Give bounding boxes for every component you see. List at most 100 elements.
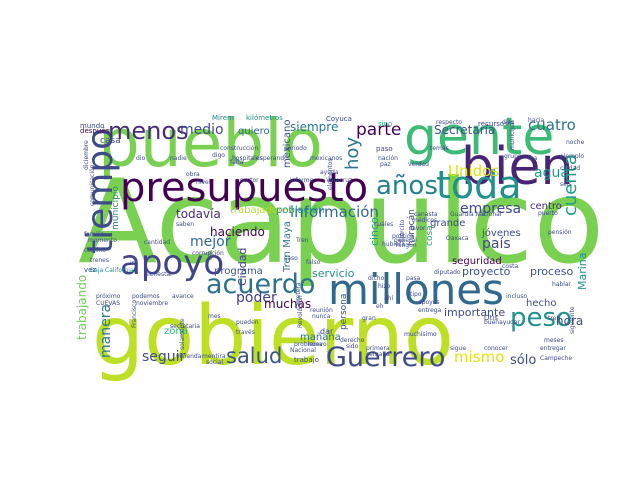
cloud-word: diciembre: [83, 140, 90, 170]
cloud-word: sector: [240, 177, 259, 184]
cloud-word: elementos: [327, 158, 334, 190]
cloud-word: importante: [444, 306, 505, 319]
cloud-word: ayuda: [320, 169, 339, 176]
cloud-word: hoy: [342, 137, 363, 170]
cloud-word: política: [392, 233, 414, 240]
cloud-word: avance: [172, 293, 194, 300]
cloud-word: social: [206, 359, 223, 366]
cloud-word: población: [276, 204, 324, 216]
cloud-word: eh: [376, 303, 384, 310]
cloud-word: dio: [136, 155, 145, 162]
cloud-word: paso: [376, 145, 393, 153]
word-cloud-background: [80, 112, 580, 367]
cloud-word: informe: [290, 177, 313, 184]
cloud-word: mentira: [202, 353, 226, 360]
cloud-word: obra: [186, 171, 200, 178]
cloud-word: muchas: [264, 297, 311, 311]
cloud-word: hizo: [378, 283, 391, 290]
cloud-word: haciendo: [210, 225, 265, 239]
cloud-word: noche: [566, 139, 585, 146]
cloud-word: pueblo: [98, 105, 323, 182]
cloud-word: incluso: [506, 293, 527, 300]
cloud-word: gobierno: [92, 289, 454, 384]
cloud-word: semana: [366, 351, 390, 358]
cloud-word: Baja California: [90, 267, 134, 274]
cloud-word: entrega: [418, 307, 442, 314]
cloud-word: digo: [212, 152, 225, 159]
cloud-word: hecho: [526, 298, 556, 309]
cloud-word: Marina: [576, 252, 589, 290]
cloud-word: vez: [84, 266, 96, 274]
cloud-word: familia: [84, 231, 105, 238]
cloud-word: Coyuca: [326, 115, 352, 123]
cloud-word: tren: [548, 315, 560, 322]
cloud-word: todavía: [176, 207, 221, 221]
cloud-word: Guardia Nacional: [450, 211, 502, 218]
cloud-word: hacia: [528, 117, 544, 124]
cloud-word: paz: [380, 161, 391, 168]
cloud-word: menos: [108, 117, 189, 145]
cloud-word: secretaria: [170, 323, 200, 330]
cloud-word: cuáles: [374, 221, 393, 228]
cloud-word: tipo: [410, 291, 422, 298]
cloud-word: peso: [510, 303, 572, 333]
cloud-word: años: [376, 171, 438, 201]
cloud-word: favor: [410, 225, 426, 232]
cloud-word: mundo: [80, 122, 104, 130]
cloud-word: momento: [88, 237, 117, 244]
cloud-word: podemos: [132, 293, 160, 300]
cloud-word: municipal: [509, 120, 516, 150]
cloud-word: noviembre: [136, 300, 168, 307]
cloud-word: proceso: [530, 265, 574, 278]
cloud-word: nuevo: [308, 341, 327, 348]
cloud-word: próximo: [96, 293, 121, 300]
cloud-word: pensión: [548, 229, 572, 236]
cloud-word: verdad: [408, 161, 429, 168]
cloud-word: kilómetros: [246, 114, 283, 122]
cloud-word: general: [394, 237, 417, 244]
cloud-word: Revolución: [297, 295, 304, 328]
cloud-word: vivienda: [176, 353, 202, 360]
cloud-word: información: [290, 203, 379, 221]
cloud-word: salud: [226, 344, 282, 368]
cloud-word: zona: [164, 326, 188, 337]
cloud-word: cosa: [425, 225, 435, 246]
cloud-word: Mirem: [212, 114, 234, 122]
cloud-word: quiero: [238, 126, 270, 137]
cloud-word: trenes: [90, 257, 109, 264]
cloud-word: agua: [534, 165, 569, 181]
cloud-word: Oaxaca: [446, 235, 469, 242]
cloud-word: caso: [284, 255, 298, 262]
cloud-word: trabajando: [75, 275, 89, 340]
cloud-word: pasa: [406, 275, 421, 282]
cloud-word: cinco: [368, 217, 381, 246]
cloud-word: grupo: [504, 153, 522, 160]
cloud-word: nivel: [196, 179, 211, 186]
cloud-word: trabajo: [294, 356, 319, 364]
cloud-word: meses: [544, 337, 563, 344]
cloud-word: médicos: [412, 217, 437, 224]
cloud-word: Nacional: [290, 347, 316, 354]
cloud-word: millones: [328, 265, 504, 314]
cloud-word: gran: [362, 315, 376, 322]
cloud-word: conocer: [484, 345, 508, 352]
cloud-word: Otis: [484, 314, 498, 322]
cloud-word: persona: [339, 294, 349, 330]
cloud-word: nación: [378, 155, 398, 162]
cloud-word: trabajadores: [230, 205, 293, 216]
cloud-word: sólo: [510, 353, 536, 368]
cloud-word: construcción: [220, 145, 258, 152]
cloud-word: Francisco: [131, 300, 138, 328]
cloud-word: puerto: [538, 210, 558, 217]
cloud-word: toda: [436, 163, 522, 207]
cloud-word: presupuesto: [120, 165, 368, 211]
cloud-word: mejor: [190, 234, 231, 250]
cloud-word: costa: [502, 263, 518, 270]
cloud-word: buenayudar: [484, 319, 521, 326]
cloud-word: acuerdo: [206, 269, 315, 300]
cloud-word: Secretaría: [434, 123, 495, 137]
cloud-word: ir: [130, 260, 135, 267]
cloud-word: bien: [461, 137, 573, 197]
cloud-word: recursos: [478, 120, 508, 128]
cloud-word: muchísimo: [404, 331, 437, 338]
